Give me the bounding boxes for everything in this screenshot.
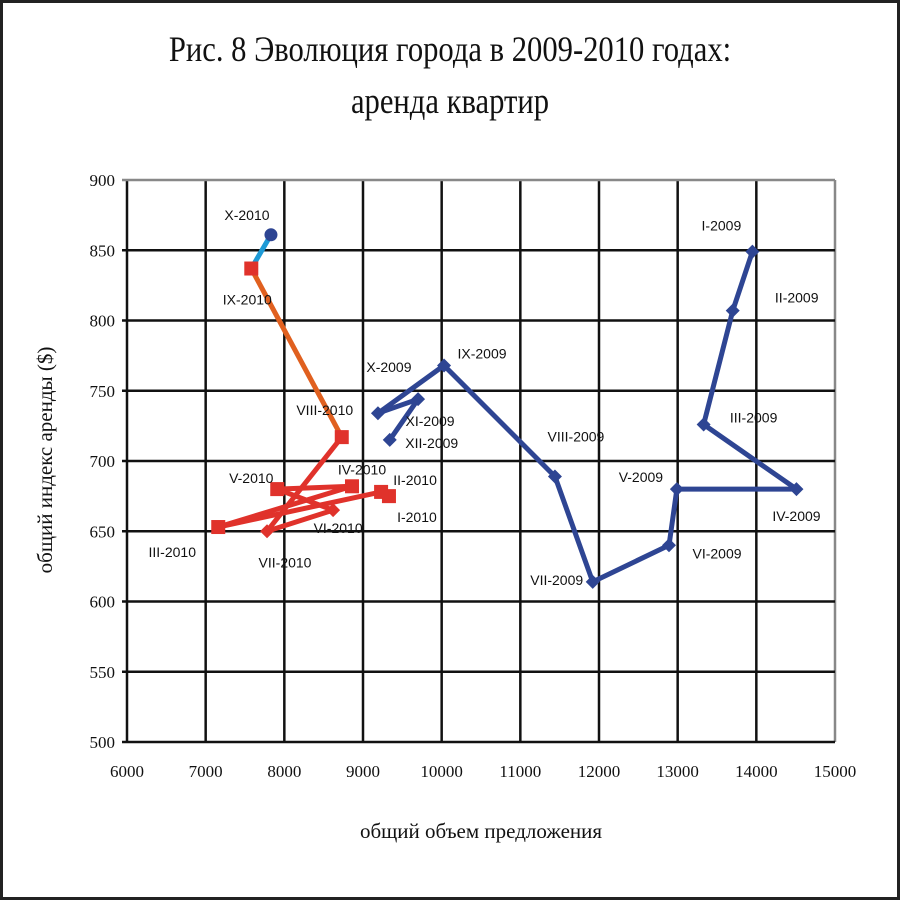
data-point-diamond [437, 358, 452, 373]
data-point-square [374, 484, 389, 499]
data-point-diamond [411, 392, 426, 407]
y-tick-label: 750 [90, 382, 116, 401]
data-point-label: VIII-2009 [548, 428, 605, 444]
data-point-label: V-2010 [229, 470, 274, 486]
x-tick-label: 15000 [814, 762, 857, 781]
series-line-segment [274, 486, 336, 513]
x-tick-label: 8000 [267, 762, 301, 781]
data-point-square [344, 479, 359, 494]
x-tick-label: 12000 [578, 762, 621, 781]
data-point-label: IV-2010 [338, 461, 386, 477]
x-tick-label: 11000 [499, 762, 541, 781]
series-line-segment [264, 434, 345, 534]
data-point-diamond [585, 574, 600, 589]
series-line-segment [375, 362, 447, 416]
data-point-label: VI-2009 [692, 545, 741, 561]
data-point-label: X-2010 [224, 207, 269, 223]
y-tick-label: 500 [90, 733, 116, 752]
data-point-label: III-2010 [149, 544, 197, 560]
chart-subtitle: аренда квартир [350, 81, 550, 121]
x-tick-label: 9000 [346, 762, 380, 781]
y-axis-label: общий индекс аренды ($) [33, 347, 57, 574]
series-line-segment [666, 486, 680, 548]
y-tick-label: 850 [90, 241, 116, 260]
data-point-square [244, 261, 259, 276]
y-tick-label: 800 [90, 312, 116, 331]
data-point-diamond [789, 482, 804, 497]
data-point-diamond [382, 432, 397, 447]
data-point-label: IV-2009 [772, 508, 820, 524]
x-tick-label: 6000 [110, 762, 144, 781]
chart-title: Рис. 8 Эволюция города в 2009-2010 годах… [168, 29, 732, 69]
x-tick-label: 13000 [656, 762, 699, 781]
series-line-segment [248, 266, 345, 440]
series-line-segment [274, 483, 355, 492]
data-point-diamond [547, 469, 562, 484]
y-tick-label: 700 [90, 452, 116, 471]
x-axis-label: общий объем предложения [360, 819, 602, 843]
data-point-diamond [725, 303, 740, 318]
data-point-diamond [745, 244, 760, 259]
data-point-label: I-2010 [397, 509, 437, 525]
data-point-diamond [696, 417, 711, 432]
x-tick-label: 10000 [420, 762, 463, 781]
data-point-diamond [662, 538, 677, 553]
data-point-label: VIII-2010 [296, 402, 353, 418]
data-point-square [270, 482, 285, 497]
data-point-diamond [370, 406, 385, 421]
y-tick-label: 550 [90, 663, 116, 682]
data-point-diamond [326, 503, 341, 518]
data-point-label: II-2009 [775, 290, 819, 306]
data-point-label: V-2009 [619, 469, 664, 485]
series-line-segment [264, 507, 336, 534]
data-point-label: IX-2009 [458, 345, 507, 361]
data-point-diamond [669, 482, 684, 497]
x-tick-label: 14000 [735, 762, 778, 781]
data-point-label: VII-2009 [530, 572, 583, 588]
x-tick-label: 7000 [189, 762, 223, 781]
data-point-circle [264, 228, 278, 242]
series-line-segment [730, 249, 755, 314]
data-point-diamond [260, 524, 275, 539]
data-point-square [211, 520, 226, 535]
data-point-label: VI-2010 [314, 520, 363, 536]
data-point-square [334, 430, 349, 445]
data-point-label: X-2009 [366, 359, 411, 375]
data-point-label: II-2010 [393, 472, 437, 488]
series-line-segment [701, 308, 736, 427]
y-tick-label: 650 [90, 522, 116, 541]
series-line-segment [441, 362, 558, 479]
data-point-label: XI-2009 [406, 413, 455, 429]
y-tick-label: 600 [90, 593, 116, 612]
data-point-label: IX-2010 [223, 292, 272, 308]
series-line-segment [701, 421, 799, 492]
series-line-segment [375, 396, 421, 416]
data-point-label: VII-2010 [259, 554, 312, 570]
y-tick-label: 900 [90, 171, 116, 190]
series-line-segment [552, 473, 596, 585]
series-line-segment [387, 396, 421, 443]
data-point-label: III-2009 [730, 409, 778, 425]
data-point-label: XII-2009 [405, 435, 458, 451]
series-line-segment [590, 542, 672, 585]
data-point-label: I-2009 [702, 218, 742, 234]
